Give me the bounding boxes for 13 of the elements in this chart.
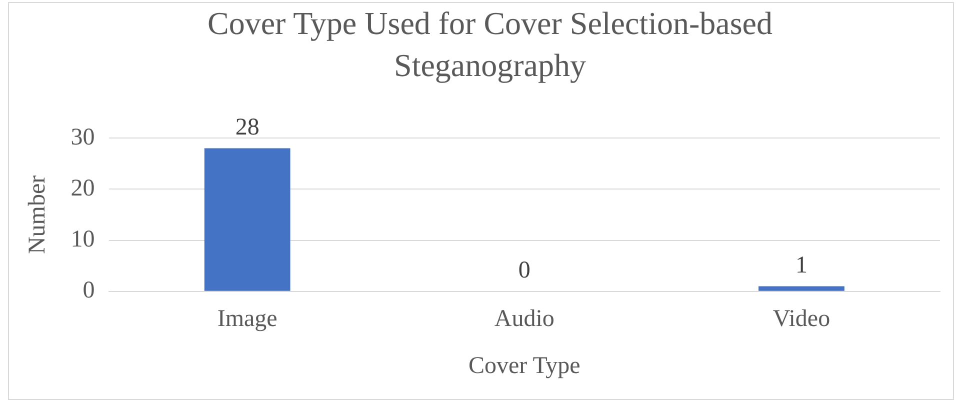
chart-title: Cover Type Used for Cover Selection-based Steganography — [206, 4, 774, 85]
y-tick-label: 30 — [70, 124, 95, 150]
x-tick-label: Image — [217, 306, 278, 332]
x-axis-title: Cover Type — [468, 352, 580, 379]
data-label: 1 — [795, 252, 808, 279]
y-axis-title: Number — [24, 175, 51, 254]
x-tick-label: Video — [772, 306, 830, 332]
data-label: 28 — [235, 114, 260, 141]
y-tick-label: 0 — [82, 278, 95, 304]
y-tick-label: 10 — [70, 226, 95, 253]
x-tick-label: Audio — [494, 306, 554, 332]
y-tick-label: 20 — [70, 175, 95, 202]
data-label: 0 — [518, 258, 530, 284]
